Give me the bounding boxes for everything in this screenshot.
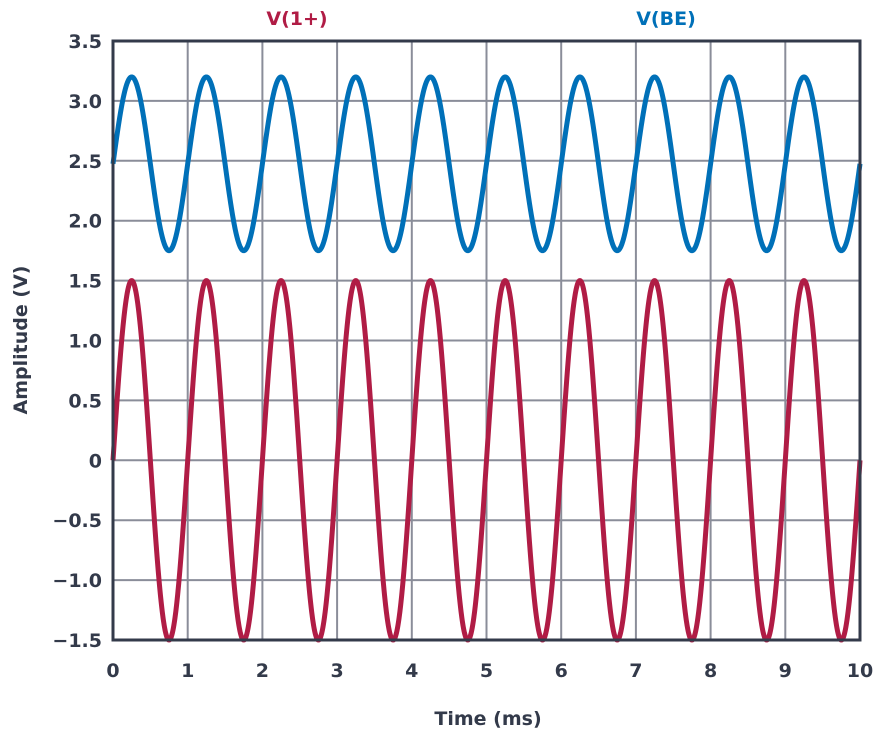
y-tick-label: −0.5: [52, 510, 102, 532]
y-axis-label: Amplitude (V): [10, 266, 32, 415]
y-tick-label: 3.0: [68, 91, 102, 113]
series-line-vbe: [110, 74, 863, 254]
x-tick-label: 1: [181, 660, 194, 682]
legend-v1plus: V(1+): [266, 8, 327, 30]
y-tick-label: −1.0: [52, 570, 102, 592]
x-tick-label: 4: [405, 660, 418, 682]
plot-frame: [111, 39, 862, 642]
x-tick-label: 2: [256, 660, 269, 682]
series-lines: [110, 74, 863, 643]
x-tick-label: 6: [555, 660, 568, 682]
y-tick-label: 0: [89, 450, 102, 472]
x-tick-label: 9: [779, 660, 792, 682]
y-tick-label: 1.0: [68, 331, 102, 353]
x-axis-label: Time (ms): [434, 708, 541, 730]
y-tick-label: 3.5: [68, 31, 102, 53]
y-tick-label: 1.5: [68, 271, 102, 293]
legend-vbe: V(BE): [636, 8, 696, 30]
x-tick-label: 7: [629, 660, 642, 682]
x-tick-label: 0: [106, 660, 119, 682]
x-tick-label: 5: [480, 660, 493, 682]
series-line-v1plus: [110, 278, 863, 643]
y-tick-label: 0.5: [68, 390, 102, 412]
tick-labels: 0 1 2 3 4 5 6 7 8 9 10 −1.5 −1.0 −0.5 0 0.5 1.0 1.5 2.0 2.5…: [52, 31, 873, 682]
y-tick-label: 2.0: [68, 211, 102, 233]
x-tick-label: 8: [704, 660, 717, 682]
y-tick-label: −1.5: [52, 630, 102, 652]
x-tick-label: 3: [330, 660, 343, 682]
x-tick-label: 10: [847, 660, 873, 682]
y-tick-label: 2.5: [68, 151, 102, 173]
grid: [112, 40, 861, 641]
